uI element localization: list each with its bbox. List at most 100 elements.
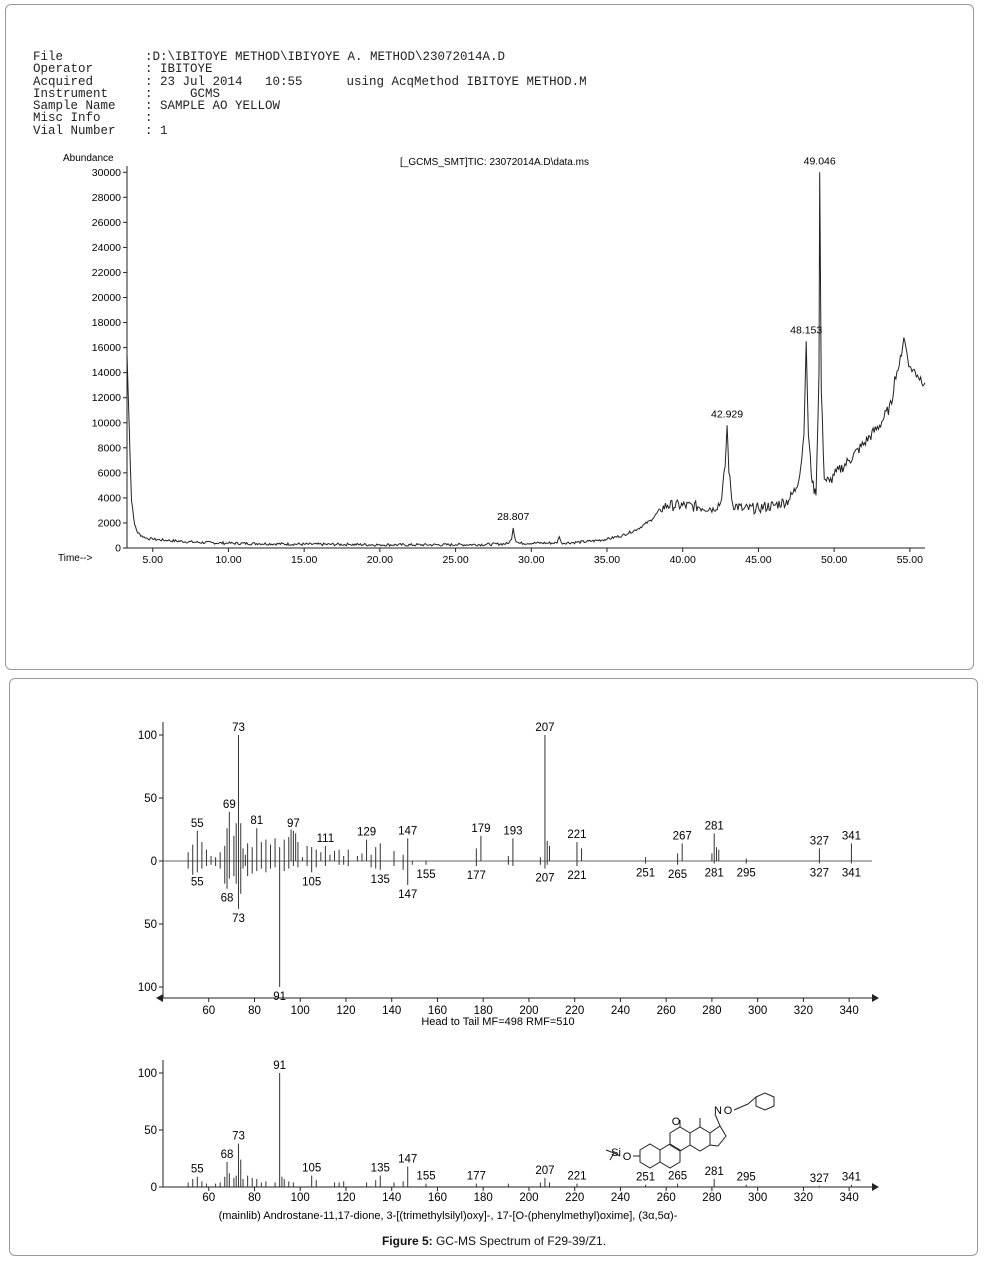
tic-ytick-label: 16000 [92,342,121,354]
htt-tail-label: 68 [221,893,234,905]
file-value: :D:\IBITOYE METHOD\IBIYOYE A. METHOD\230… [145,50,506,64]
header-operator: Operator: IBITOYE [33,63,213,76]
misc-label: Misc Info [33,111,101,125]
tic-title: [_GCMS_SMT]TIC: 23072014A.D\data.ms [400,157,589,168]
atom-o-label: O [724,1105,733,1117]
tic-xtick-label: 5.00 [143,554,164,566]
atom-si-label: Si [611,1147,621,1159]
lib-xtick-label: 300 [748,1192,767,1204]
lib-peak-label: 281 [705,1166,724,1178]
acq-method: using AcqMethod IBITOYE METHOD.M [346,75,587,89]
tic-ytick-label: 8000 [98,442,122,454]
htt-tail-label: 341 [842,868,861,880]
tic-xtick-label: 40.00 [670,554,696,566]
tic-ytick-label: 12000 [92,392,121,404]
htt-xtick-label: 160 [428,1005,447,1017]
tic-ytick-label: 18000 [92,317,121,329]
lib-xtick-label: 120 [336,1192,355,1204]
lib-xtick-label: 160 [428,1192,447,1204]
header-vial: Vial Number: 1 [33,125,168,138]
htt-xtick-label: 320 [794,1005,813,1017]
htt-tail-label: 55 [191,876,204,888]
htt-xtick-label: 180 [474,1005,493,1017]
htt-xtick-label: 260 [657,1005,676,1017]
htt-tail-label: 251 [636,868,655,880]
htt-head-label: 179 [471,823,490,835]
header-sample: Sample Name: SAMPLE AO YELLOW [33,100,280,113]
htt-head-label: 129 [357,827,376,839]
file-label: File [33,50,64,64]
acquired-label: Acquired [33,75,94,89]
htt-ytick-label: 100 [138,730,157,742]
operator-label: Operator [33,62,94,76]
lib-xtick-label: 140 [382,1192,401,1204]
lib-peak-label: 251 [636,1172,655,1184]
htt-xtick-label: 140 [382,1005,401,1017]
lib-xtick-label: 80 [248,1192,261,1204]
lib-peak-label: 73 [232,1131,245,1143]
tic-ytick-label: 22000 [92,267,121,279]
acquired-value: : 23 Jul 2014 10:55 [145,75,303,89]
lib-peak-label: 55 [191,1164,204,1176]
htt-head-label: 281 [705,820,724,832]
tic-panel [5,4,974,670]
tic-ytick-label: 24000 [92,242,121,254]
tic-ytick-label: 6000 [98,467,122,479]
htt-ytick-label: 50 [144,793,157,805]
lib-x-arrow-right [872,1183,879,1191]
htt-xtick-label: 80 [248,1005,261,1017]
htt-xtick-label: 200 [519,1005,538,1017]
vial-value: : 1 [145,124,168,138]
tic-xtick-label: 55.00 [897,554,923,566]
htt-x-arrow-right [872,994,879,1002]
tic-xtick-label: 25.00 [442,554,468,566]
tic-ytick-label: 28000 [92,192,121,204]
tic-ylabel: Abundance [63,153,114,164]
htt-head-label: 73 [232,722,245,734]
htt-tail-label: 73 [232,913,245,925]
header-acquired: Acquired : 23 Jul 2014 10:55 using AcqMeth… [33,76,587,89]
htt-head-label: 69 [223,799,236,811]
tic-ytick-label: 30000 [92,167,121,179]
sample-label: Sample Name [33,99,116,113]
htt-ytick-label: 0 [151,856,157,868]
lib-xtick-label: 340 [840,1192,859,1204]
lib-xtick-label: 320 [794,1192,813,1204]
molecule-structure [605,1092,775,1169]
lib-ytick-label: 100 [138,1068,157,1080]
htt-tail-label: 155 [416,869,435,881]
htt-tail-label: 295 [737,868,756,880]
lib-xtick-label: 100 [291,1192,310,1204]
htt-tail-label: 105 [302,876,321,888]
tic-chart: Abundance Time--> [_GCMS_SMT]TIC: 230720… [58,153,926,566]
htt-head-label: 341 [842,830,861,842]
lib-ytick-label: 0 [151,1182,157,1194]
lib-peak-label: 135 [371,1163,390,1175]
lib-ytick-label: 50 [144,1125,157,1137]
htt-head-label: 267 [673,830,692,842]
htt-xtick-label: 120 [336,1005,355,1017]
htt-xtick-label: 340 [840,1005,859,1017]
htt-xtick-label: 100 [291,1005,310,1017]
lib-xtick-label: 180 [474,1192,493,1204]
lib-subtitle: (mainlib) Androstane-11,17-dione, 3-[(tr… [219,1210,678,1222]
htt-xtick-label: 300 [748,1005,767,1017]
lib-peak-label: 207 [535,1165,554,1177]
htt-tail-label: 147 [398,889,417,901]
tic-xtick-label: 45.00 [745,554,771,566]
misc-value: : [145,111,153,125]
instrument-label: Instrument [33,87,109,101]
htt-head-label: 81 [250,815,263,827]
htt-head-label: 97 [287,818,300,830]
tic-xtick-label: 15.00 [291,554,317,566]
tic-peak-label: 48.153 [790,324,822,336]
htt-head-label: 55 [191,818,204,830]
lib-peak-label: 265 [668,1171,687,1183]
lib-peak-label: 221 [567,1171,586,1183]
lib-xtick-label: 220 [565,1192,584,1204]
atom-o-label: O [672,1116,681,1128]
lib-peak-label: 155 [416,1171,435,1183]
lib-peak-label: 147 [398,1153,417,1165]
htt-head-label: 221 [567,829,586,841]
tic-peak-label: 49.046 [804,155,836,167]
